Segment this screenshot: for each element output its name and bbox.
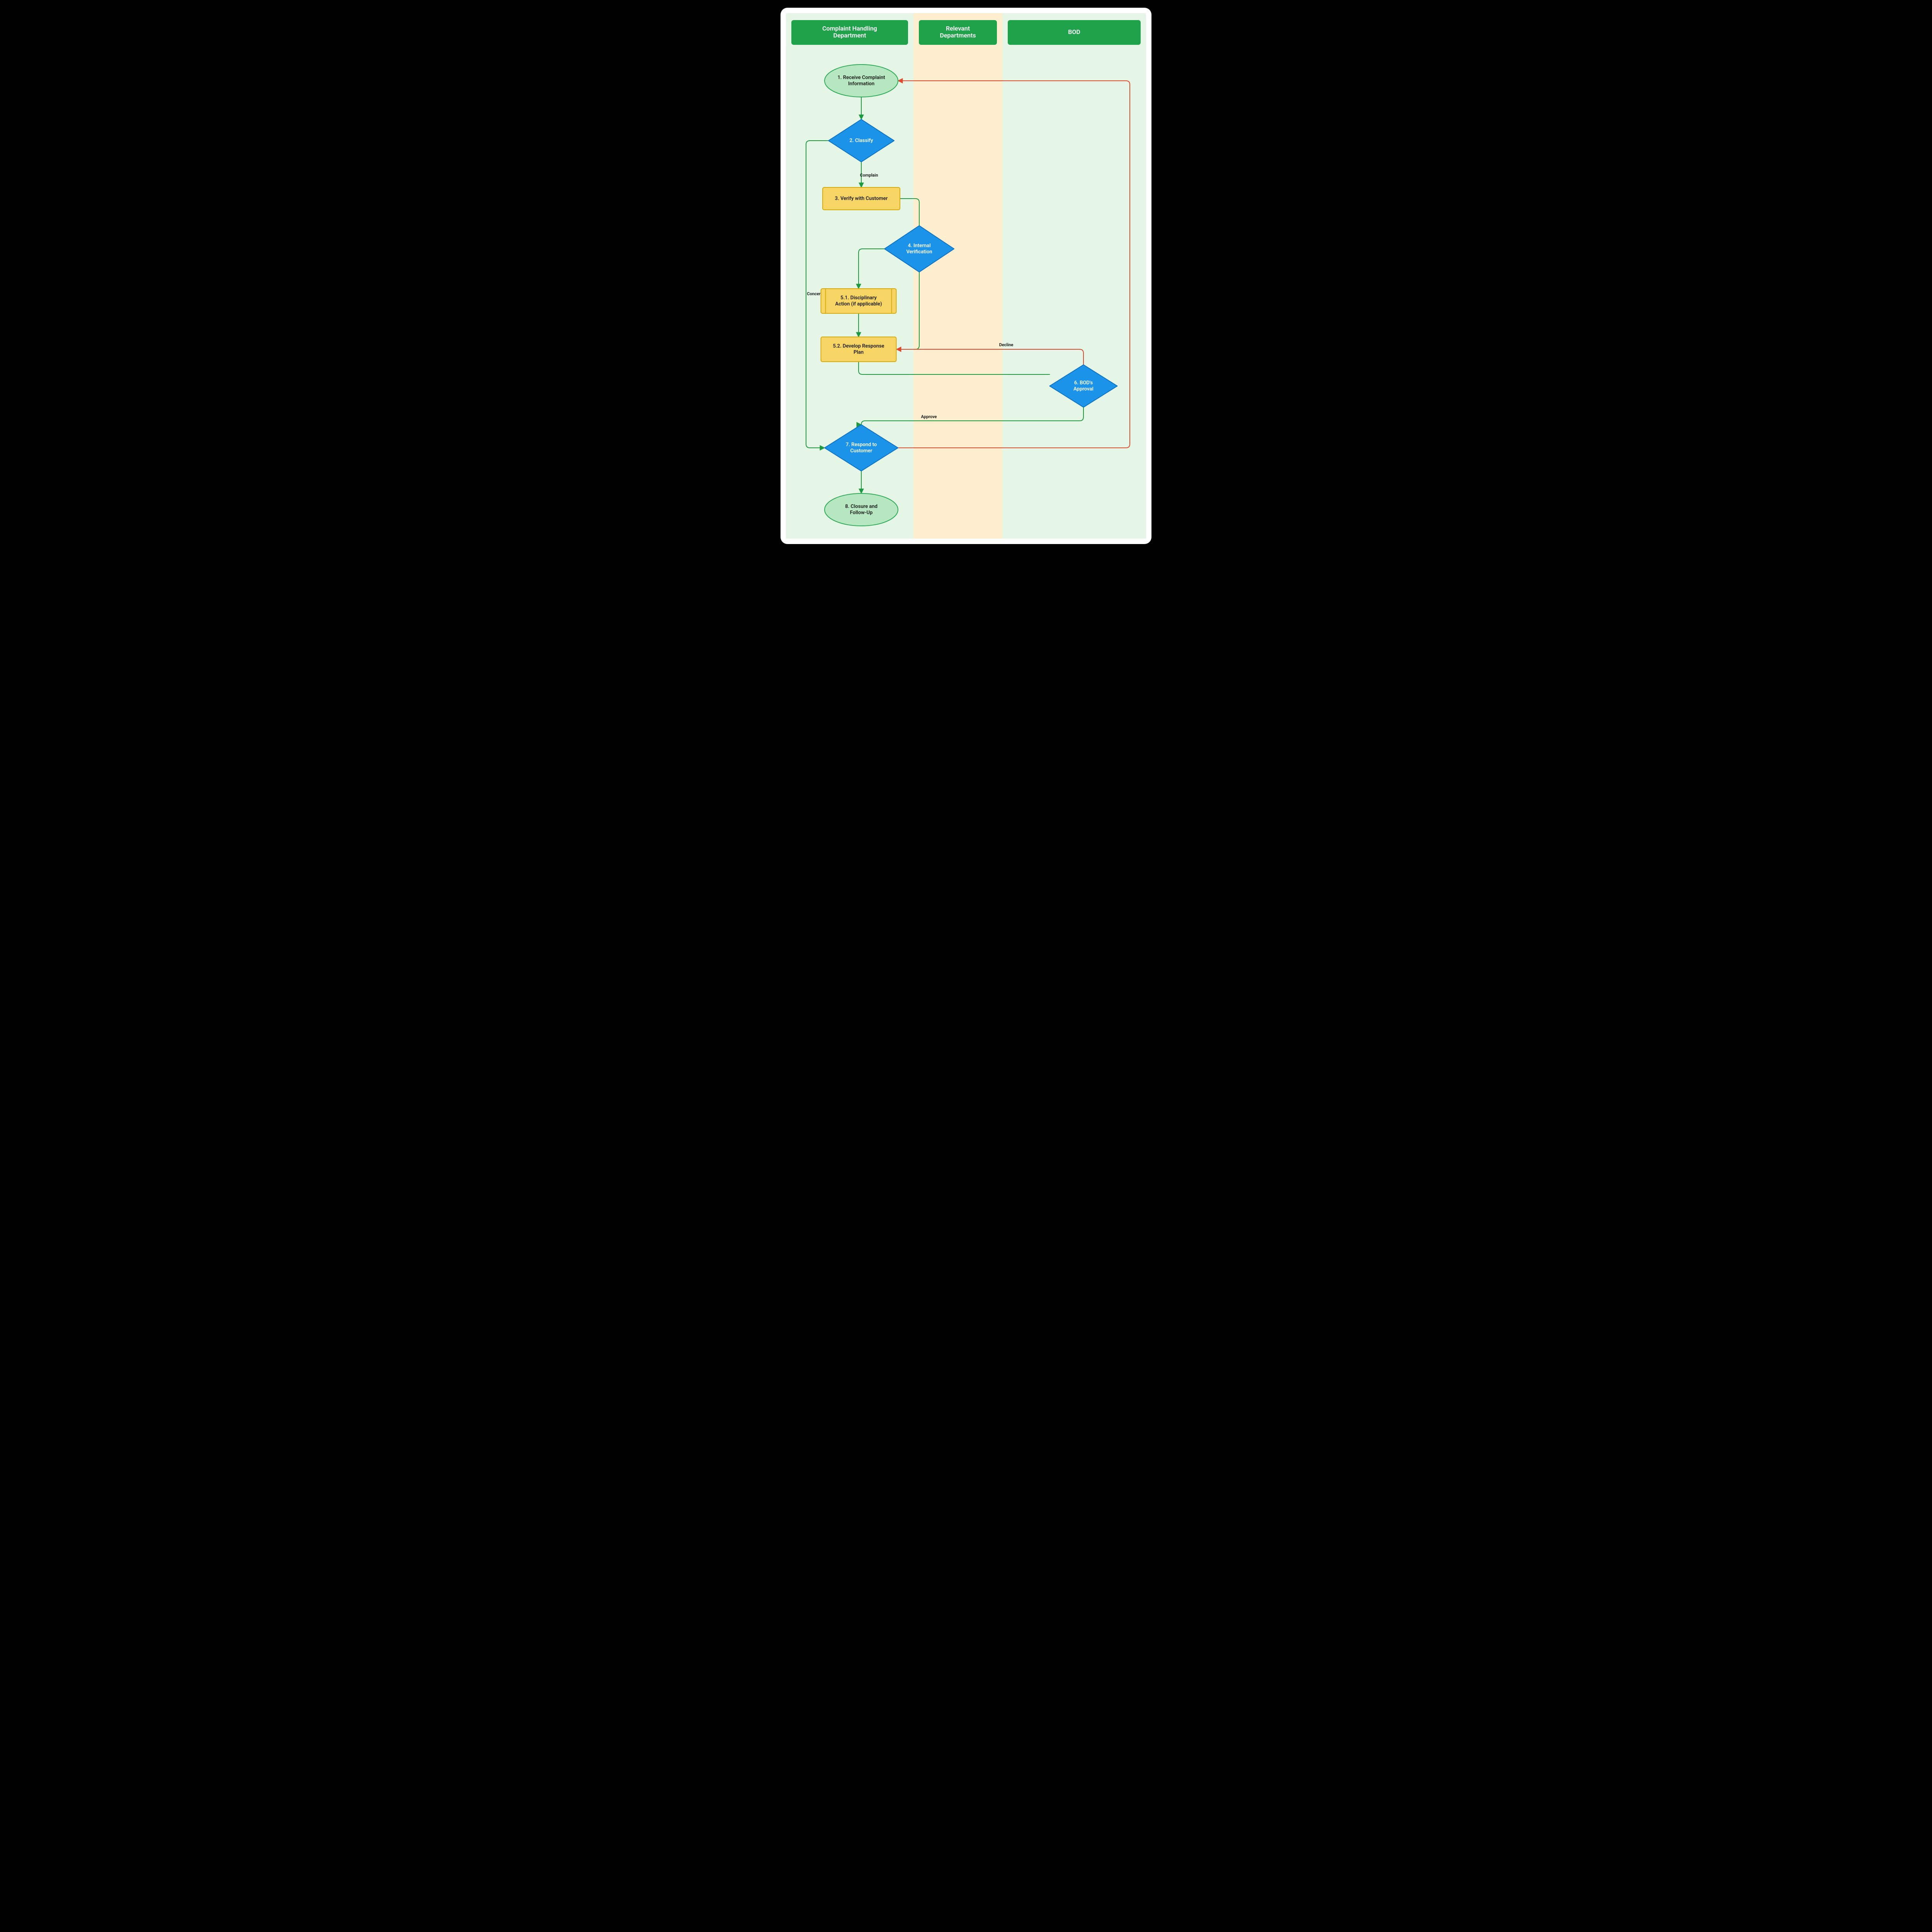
node-label: Information: [848, 81, 874, 87]
lane-header: Complaint HandlingDepartment: [791, 20, 908, 45]
node-n52: 5.2. Develop ResponsePlan: [821, 337, 896, 362]
node-label: 2. Classify: [849, 138, 873, 143]
node-label: Verification: [906, 249, 932, 255]
node-label: Follow-Up: [850, 510, 873, 515]
lane-header-label: Complaint Handling: [822, 25, 877, 32]
node-label: Plan: [854, 349, 864, 355]
node-label: 4. Internal: [908, 243, 930, 248]
node-label: Approval: [1073, 386, 1094, 392]
node-n1: 1. Receive ComplaintInformation: [825, 65, 898, 97]
edge-label: Concern: [807, 291, 823, 296]
edge-label: Complain: [860, 173, 878, 178]
swimlane-flowchart: Complaint HandlingDepartmentRelevantDepa…: [786, 13, 1146, 539]
node-label: 1. Receive Complaint: [837, 75, 885, 80]
lane-header: RelevantDepartments: [919, 20, 997, 45]
node-label: 6. BOD's: [1074, 380, 1093, 386]
node-label: Customer: [850, 448, 872, 454]
node-label: Action (if applicable): [835, 301, 882, 307]
lane-lane2: [913, 13, 1002, 539]
edge-label: Decline: [999, 342, 1014, 347]
lane-header-label: BOD: [1068, 28, 1080, 36]
node-n8: 8. Closure andFollow-Up: [825, 493, 898, 526]
node-label: 5.1. Disciplinary: [840, 295, 877, 301]
node-label: 7. Respond to: [846, 442, 877, 447]
node-label: 3. Verify with Customer: [835, 196, 888, 201]
node-label: 8. Closure and: [845, 503, 878, 509]
lane-header-label: Relevant: [946, 25, 970, 32]
edge-label: Approve: [921, 414, 937, 419]
node-n3: 3. Verify with Customer: [823, 187, 900, 210]
node-label: 5.2. Develop Response: [833, 343, 884, 349]
lane-header-label: Departments: [940, 32, 976, 39]
lane-lane3: [1002, 13, 1146, 539]
lane-header: BOD: [1008, 20, 1141, 45]
lane-header-label: Department: [833, 32, 867, 39]
node-n51: 5.1. DisciplinaryAction (if applicable): [821, 289, 896, 313]
